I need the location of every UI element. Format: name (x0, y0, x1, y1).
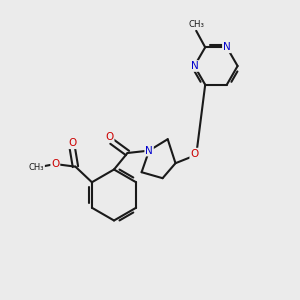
Text: O: O (190, 148, 199, 159)
Text: CH₃: CH₃ (188, 20, 204, 29)
Text: O: O (51, 159, 59, 169)
Text: N: N (145, 146, 153, 156)
Text: N: N (190, 61, 198, 71)
Text: O: O (68, 138, 76, 148)
Text: N: N (223, 42, 231, 52)
Text: CH₃: CH₃ (29, 163, 44, 172)
Text: O: O (105, 131, 114, 142)
